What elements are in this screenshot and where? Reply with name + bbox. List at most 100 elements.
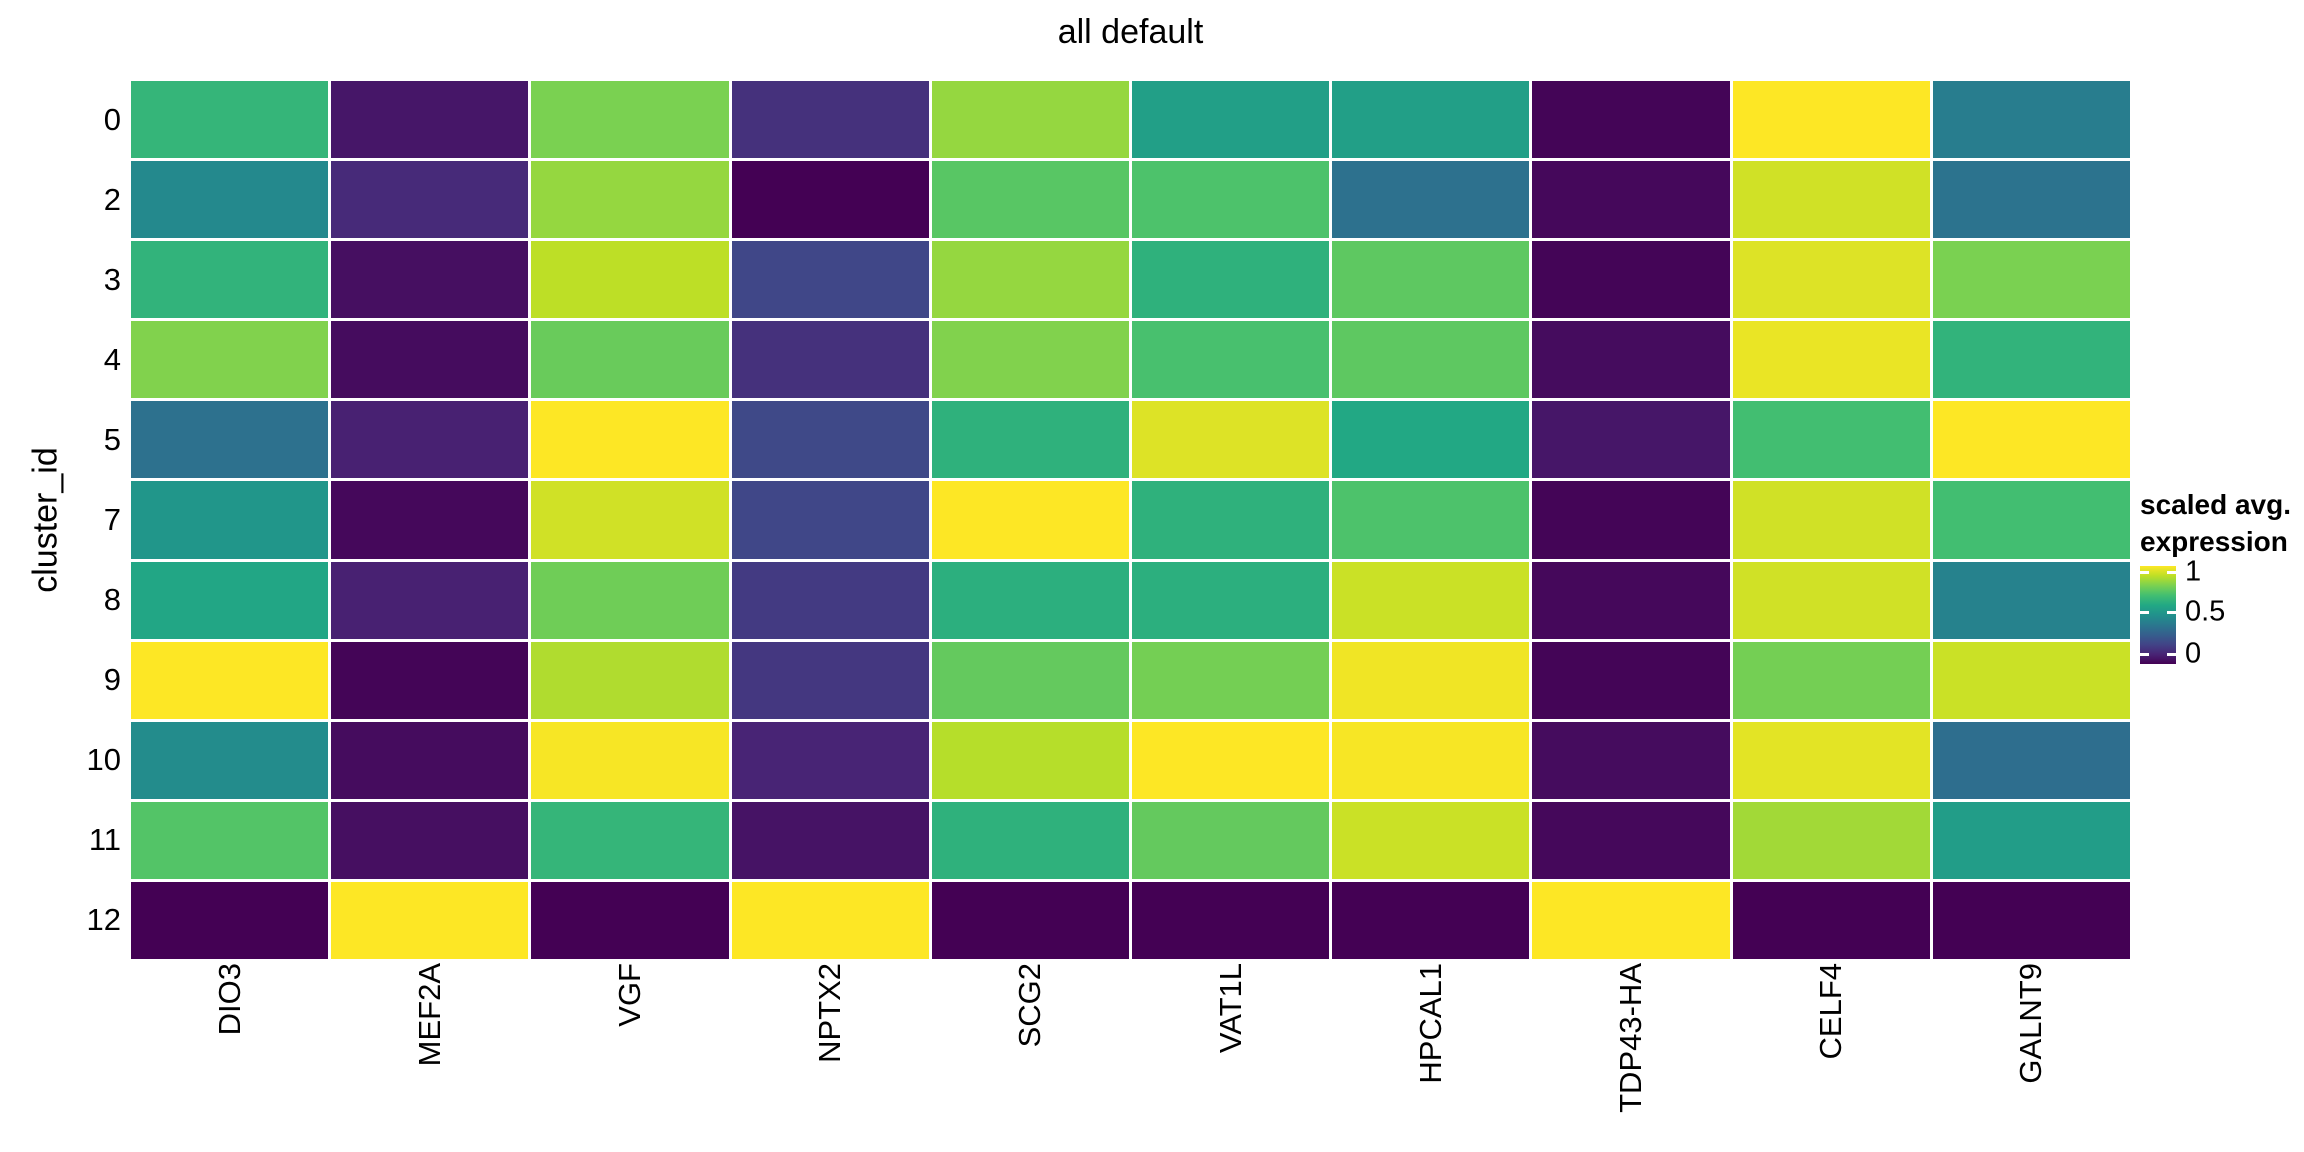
heatmap-cell [1131,721,1330,799]
heatmap-cell [331,561,529,639]
heatmap-cell [1131,801,1330,879]
heatmap-cell [131,481,329,559]
y-tick-label: 0 [103,101,121,137]
heatmap-cell [1131,161,1330,239]
x-tick-label-text: VAT1L [1212,963,1248,1054]
heatmap-cell [731,481,929,559]
heatmap-cell [1532,721,1730,799]
heatmap-cell [531,881,729,959]
x-tick-label-text: GALNT9 [2013,963,2049,1084]
y-axis-tick-labels: 0 2 3 4 5 7 8 9 10 11 12 [0,81,121,959]
heatmap-cell [531,81,729,159]
legend: scaled avg. expression 1 0.5 0 [2140,486,2304,670]
heatmap-cell [131,721,329,799]
heatmap-cell [1732,81,1930,159]
y-tick-label: 5 [103,421,121,457]
heatmap-cell [1732,321,1930,399]
heatmap-cell [131,241,329,319]
x-tick-label: TDP43-HA [1532,963,1729,1152]
heatmap-cell [1532,81,1730,159]
colorbar-tick-mark [2140,611,2149,615]
heatmap-cell [531,161,729,239]
heatmap-cell [1131,321,1330,399]
heatmap-cell [931,481,1129,559]
x-tick-label: GALNT9 [1933,963,2130,1152]
heatmap-cell [331,321,529,399]
heatmap-cell [1732,161,1930,239]
legend-tick-label: 0.5 [2185,595,2226,628]
heatmap-cell [1332,881,1530,959]
heatmap-cell [1932,561,2130,639]
x-tick-label: HPCAL1 [1332,963,1529,1152]
heatmap-cell [731,401,929,479]
heatmap-cell [1732,801,1930,879]
heatmap-cell [931,241,1129,319]
heatmap-cell [731,81,929,159]
heatmap-cell [531,321,729,399]
y-tick-label: 11 [88,822,121,858]
heatmap-cell [131,801,329,879]
heatmap-cell [1732,881,1930,959]
y-tick-label: 4 [103,341,121,377]
heatmap-cell [1332,161,1530,239]
heatmap-cell [131,561,329,639]
heatmap-cell [1332,561,1530,639]
heatmap-cell [1532,881,1730,959]
heatmap-cell [1332,801,1530,879]
legend-tick-label: 0 [2185,637,2202,670]
heatmap-cell [131,641,329,719]
y-tick-label: 8 [103,582,121,618]
colorbar-tick-mark [2167,611,2176,615]
x-tick-label-text: NPTX2 [812,963,848,1063]
heatmap-cell [1932,481,2130,559]
heatmap-cell [331,641,529,719]
x-axis-tick-labels: DIO3 MEF2A VGF NPTX2 SCG2 VAT1L HPCAL1 TDP43-HA… [131,963,2130,1152]
heatmap-cell [331,801,529,879]
heatmap-cell [731,321,929,399]
heatmap-cell [731,161,929,239]
heatmap-cell [1332,641,1530,719]
x-tick-label-text: HPCAL1 [1412,963,1448,1084]
heatmap-cell [731,641,929,719]
heatmap-cell [531,401,729,479]
heatmap-cell [1332,321,1530,399]
x-tick-label: CELF4 [1733,963,1930,1152]
heatmap-cell [1131,881,1330,959]
heatmap-cell [331,401,529,479]
heatmap-cell [331,481,529,559]
heatmap-cell [531,721,729,799]
heatmap-cell [1932,641,2130,719]
x-tick-label: VAT1L [1132,963,1329,1152]
heatmap-cell [931,401,1129,479]
legend-tick-label: 1 [2185,555,2202,588]
heatmap-cell [1532,641,1730,719]
heatmap-cell [1932,81,2130,159]
colorbar-tick-mark [2167,570,2176,574]
heatmap-cell [1932,801,2130,879]
y-tick-label: 12 [86,902,121,938]
heatmap-cell [931,881,1129,959]
heatmap-cell [1532,401,1730,479]
heatmap-cell [331,241,529,319]
heatmap-cell [331,81,529,159]
colorbar-gradient [2140,566,2176,664]
heatmap-cell [1532,321,1730,399]
heatmap-cell [931,801,1129,879]
colorbar-tick-mark [2140,653,2149,657]
heatmap-cell [131,321,329,399]
heatmap-cell [131,81,329,159]
heatmap-cell [1932,241,2130,319]
x-tick-label-text: DIO3 [211,963,247,1036]
heatmap-cell [1332,721,1530,799]
heatmap-cell [731,241,929,319]
heatmap-cell [931,641,1129,719]
heatmap-cell [1131,401,1330,479]
heatmap-cell [1932,321,2130,399]
heatmap-cell [1131,641,1330,719]
heatmap-cell [931,161,1129,239]
legend-title-line1: scaled avg. [2140,489,2291,520]
y-tick-label: 2 [103,181,121,217]
y-tick-label: 7 [103,501,121,537]
y-tick-label: 10 [86,742,121,778]
heatmap-cell [531,561,729,639]
